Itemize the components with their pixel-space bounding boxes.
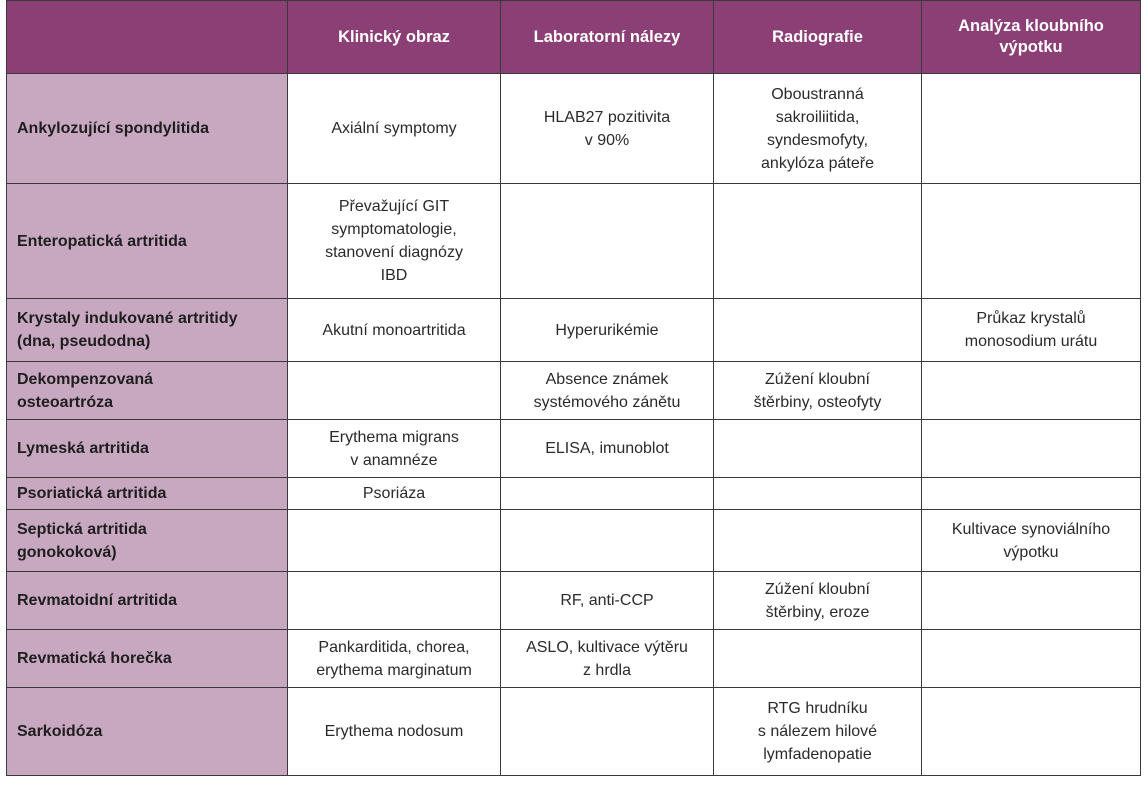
table-row: Sarkoidóza Erythema nodosum RTG hrudníku… bbox=[6, 687, 1141, 776]
differential-diagnosis-table-container: Klinický obraz Laboratorní nálezy Radiog… bbox=[6, 0, 1141, 776]
table-cell: Hyperurikémie bbox=[500, 298, 714, 362]
table-cell: Absence známek systémového zánětu bbox=[500, 361, 714, 420]
table-row: Enteropatická artritida Převažující GIT … bbox=[6, 183, 1141, 299]
row-label: Dekompenzovaná osteoartróza bbox=[6, 361, 288, 420]
differential-diagnosis-table: Klinický obraz Laboratorní nálezy Radiog… bbox=[6, 0, 1141, 776]
table-row: Lymeská artritida Erythema migrans v ana… bbox=[6, 419, 1141, 478]
table-row: Septická artritida gonokoková) Kultivace… bbox=[6, 509, 1141, 572]
table-cell: Psoriáza bbox=[287, 477, 501, 510]
table-cell bbox=[713, 629, 922, 688]
table-cell bbox=[500, 687, 714, 776]
header-cell-empty bbox=[6, 0, 288, 74]
table-cell: Převažující GIT symptomatologie, stanove… bbox=[287, 183, 501, 299]
table-cell bbox=[921, 361, 1141, 420]
table-cell bbox=[921, 419, 1141, 478]
table-cell: Akutní monoartritida bbox=[287, 298, 501, 362]
table-cell: HLAB27 pozitivita v 90% bbox=[500, 73, 714, 184]
table-cell: RTG hrudníku s nálezem hilové lymfadenop… bbox=[713, 687, 922, 776]
table-cell bbox=[500, 509, 714, 572]
table-cell bbox=[500, 477, 714, 510]
table-cell: Zúžení kloubní štěrbiny, osteofyty bbox=[713, 361, 922, 420]
header-cell-clinical-picture: Klinický obraz bbox=[287, 0, 501, 74]
table-cell: Erythema nodosum bbox=[287, 687, 501, 776]
table-cell bbox=[713, 509, 922, 572]
row-label: Lymeská artritida bbox=[6, 419, 288, 478]
table-cell bbox=[500, 183, 714, 299]
header-cell-laboratory-findings: Laboratorní nálezy bbox=[500, 0, 714, 74]
table-cell bbox=[921, 687, 1141, 776]
header-cell-radiography: Radiografie bbox=[713, 0, 922, 74]
row-label: Sarkoidóza bbox=[6, 687, 288, 776]
header-cell-joint-fluid-analysis: Analýza kloubního výpotku bbox=[921, 0, 1141, 74]
row-label: Revmatická horečka bbox=[6, 629, 288, 688]
table-row: Revmatoidní artritida RF, anti-CCP Zúžen… bbox=[6, 571, 1141, 630]
table-cell: ASLO, kultivace výtěru z hrdla bbox=[500, 629, 714, 688]
table-cell bbox=[713, 419, 922, 478]
table-cell: Zúžení kloubní štěrbiny, eroze bbox=[713, 571, 922, 630]
table-cell: RF, anti-CCP bbox=[500, 571, 714, 630]
table-cell bbox=[921, 73, 1141, 184]
table-cell bbox=[713, 477, 922, 510]
row-label: Enteropatická artritida bbox=[6, 183, 288, 299]
table-cell bbox=[921, 629, 1141, 688]
table-cell bbox=[287, 509, 501, 572]
row-label: Ankylozující spondylitida bbox=[6, 73, 288, 184]
table-cell bbox=[921, 477, 1141, 510]
table-cell bbox=[287, 571, 501, 630]
table-cell: Průkaz krystalů monosodium urátu bbox=[921, 298, 1141, 362]
row-label: Septická artritida gonokoková) bbox=[6, 509, 288, 572]
table-row: Revmatická horečka Pankarditida, chorea,… bbox=[6, 629, 1141, 688]
row-label: Krystaly indukované artritidy (dna, pseu… bbox=[6, 298, 288, 362]
table-row: Dekompenzovaná osteoartróza Absence znám… bbox=[6, 361, 1141, 420]
row-label: Revmatoidní artritida bbox=[6, 571, 288, 630]
table-cell bbox=[713, 298, 922, 362]
row-label: Psoriatická artritida bbox=[6, 477, 288, 510]
table-row: Ankylozující spondylitida Axiální sympto… bbox=[6, 73, 1141, 184]
table-cell bbox=[921, 183, 1141, 299]
table-cell: ELISA, imunoblot bbox=[500, 419, 714, 478]
table-cell: Kultivace synoviálního výpotku bbox=[921, 509, 1141, 572]
header-row: Klinický obraz Laboratorní nálezy Radiog… bbox=[6, 0, 1141, 74]
table-cell: Erythema migrans v anamnéze bbox=[287, 419, 501, 478]
table-cell bbox=[287, 361, 501, 420]
table-cell: Pankarditida, chorea, erythema marginatu… bbox=[287, 629, 501, 688]
table-row: Krystaly indukované artritidy (dna, pseu… bbox=[6, 298, 1141, 362]
table-cell bbox=[713, 183, 922, 299]
table-row: Psoriatická artritida Psoriáza bbox=[6, 477, 1141, 510]
table-cell: Oboustranná sakroiliitida, syndesmofyty,… bbox=[713, 73, 922, 184]
table-cell: Axiální symptomy bbox=[287, 73, 501, 184]
table-cell bbox=[921, 571, 1141, 630]
